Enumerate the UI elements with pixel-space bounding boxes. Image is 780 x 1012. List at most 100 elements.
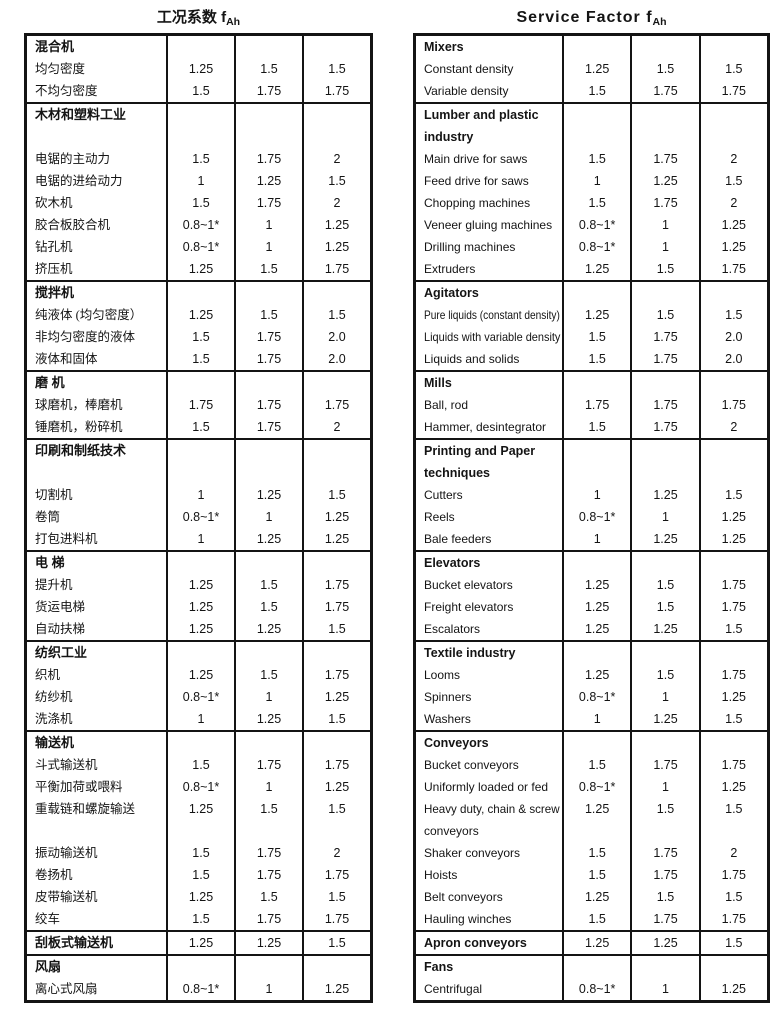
factor-value-cell — [630, 36, 698, 58]
factor-value-cell: 1.25 — [234, 708, 302, 730]
factor-value: 1.25 — [188, 668, 214, 682]
factor-value-cell: 2 — [698, 416, 767, 438]
factor-value: 1.25 — [188, 600, 214, 614]
factor-value: 1.25 — [721, 532, 746, 546]
factor-value: 1.75 — [324, 262, 350, 276]
factor-value-cell — [302, 956, 370, 978]
factor-value: 2 — [730, 420, 738, 434]
factor-value: 1.75 — [653, 196, 678, 210]
factor-value-cell — [698, 104, 767, 148]
row-label-text: Elevators — [424, 556, 481, 570]
factor-value: 1.75 — [256, 196, 282, 210]
section-header-row: 木材和塑料工业 — [27, 104, 370, 148]
factor-value-cell: 1.5 — [698, 304, 767, 326]
factor-value: 1.75 — [721, 262, 746, 276]
factor-value: 1.75 — [324, 668, 350, 682]
table-section: Lumber and plastic industry Main drive for… — [416, 102, 767, 280]
table-section: Mills Ball, rod 1.75 1.75 1.75 Hammer, desint… — [416, 370, 767, 438]
row-label-text: Agitators — [424, 286, 479, 300]
table-row: Feed drive for saws 1 1.25 1.5 — [416, 170, 767, 192]
factor-value: 1.5 — [588, 758, 606, 772]
factor-value-cell: 2.0 — [302, 348, 370, 370]
factor-value-cell: 1.75 — [698, 574, 767, 596]
factor-value-cell: 1.5 — [630, 58, 698, 80]
factor-value-cell: 0.8~1* — [562, 236, 630, 258]
factor-value: 1.5 — [328, 174, 346, 188]
factor-value-cell: 1.75 — [630, 842, 698, 864]
table-row: 挤压机 1.25 1.5 1.75 — [27, 258, 370, 280]
row-label: 搅拌机 — [27, 282, 166, 304]
factor-value: 1.75 — [324, 84, 350, 98]
row-label: Extruders — [416, 258, 562, 280]
factor-value: 1.25 — [324, 690, 350, 704]
factor-value: 1.25 — [324, 240, 350, 254]
row-label-text: 挤压机 — [35, 262, 73, 276]
factor-value-cell — [562, 642, 630, 664]
table-row: Spinners 0.8~1* 1 1.25 — [416, 686, 767, 708]
factor-value-cell — [302, 642, 370, 664]
factor-value: 1.5 — [656, 600, 675, 614]
row-label-text: 非均匀密度的液体 — [35, 330, 136, 344]
table-row: 非均匀密度的液体 1.5 1.75 2.0 — [27, 326, 370, 348]
row-label: 输送机 — [27, 732, 166, 754]
factor-value: 1.75 — [324, 600, 350, 614]
factor-value: 2.0 — [328, 352, 346, 366]
row-label-text: Conveyors — [424, 736, 489, 750]
factor-value: 1.25 — [721, 240, 746, 254]
section-header-row: 电 梯 — [27, 552, 370, 574]
factor-value-cell — [698, 956, 767, 978]
factor-value: 1.5 — [328, 308, 346, 322]
table-row: 电锯的主动力 1.5 1.75 2 — [27, 148, 370, 170]
factor-value: 1.75 — [653, 152, 678, 166]
factor-value-cell: 1.5 — [166, 842, 234, 864]
factor-value: 1.25 — [188, 578, 214, 592]
row-label: Bucket conveyors — [416, 754, 562, 776]
factor-value: 1.5 — [725, 712, 743, 726]
table-row: Bucket elevators 1.25 1.5 1.75 — [416, 574, 767, 596]
factor-value-cell: 1.75 — [698, 394, 767, 416]
table-section: 电 梯提升机 1.25 1.5 1.75 货运电梯 1.25 1.5 1.75 自动扶梯 1.25… — [27, 550, 370, 640]
row-label-text: 卷筒 — [35, 510, 61, 524]
row-label-text: Looms — [424, 668, 461, 682]
table-row: Liquids and solids 1.5 1.75 2.0 — [416, 348, 767, 370]
table-row: 绞车 1.5 1.75 1.75 — [27, 908, 370, 930]
factor-value: 1.25 — [324, 218, 350, 232]
row-label: 切割机 — [27, 484, 166, 506]
factor-value-cell: 1.5 — [166, 416, 234, 438]
factor-value: 1.25 — [256, 488, 282, 502]
factor-value: 1.5 — [725, 62, 743, 76]
factor-value-cell: 1 — [166, 528, 234, 550]
factor-value: 1.75 — [256, 868, 282, 882]
row-label-text: 切割机 — [35, 488, 73, 502]
factor-value: 1.25 — [653, 712, 678, 726]
factor-value-cell — [166, 956, 234, 978]
factor-value-cell: 1.5 — [166, 754, 234, 776]
factor-value-cell — [234, 104, 302, 148]
factor-value: 1.5 — [260, 308, 278, 322]
table-row: Bucket conveyors 1.5 1.75 1.75 — [416, 754, 767, 776]
factor-value-cell: 1.25 — [166, 58, 234, 80]
row-label: Drilling machines — [416, 236, 562, 258]
row-label-text: 印刷和制纸技术 — [35, 443, 127, 458]
factor-value: 1.75 — [256, 420, 282, 434]
factor-value-cell — [562, 36, 630, 58]
factor-value-cell: 1.5 — [166, 348, 234, 370]
factor-value-cell: 1 — [234, 236, 302, 258]
factor-table-zh: 混合机 均匀密度 1.25 1.5 1.5 不均匀密度 1.5 1.75 1.75 木材和塑料工业… — [24, 33, 373, 1003]
factor-value: 1.25 — [584, 600, 610, 614]
row-label-text: 搅拌机 — [35, 285, 75, 300]
row-label-text: Reels — [424, 510, 455, 524]
factor-value: 2 — [333, 196, 341, 210]
row-label: Centrifugal — [416, 978, 562, 1000]
factor-value-cell: 1.25 — [302, 528, 370, 550]
factor-value-cell: 1.5 — [166, 908, 234, 930]
row-label-text: 电锯的主动力 — [35, 152, 111, 166]
service-factor-table-chinese: 工况系数 fAh 混合机 均匀密度 1.25 1.5 1.5 不均匀密度 1.5 1.75 1.… — [24, 6, 373, 1003]
row-label-text: Hauling winches — [424, 912, 512, 926]
factor-value-cell — [166, 642, 234, 664]
factor-value-cell: 1.75 — [234, 348, 302, 370]
factor-value: 1.5 — [656, 62, 675, 76]
row-label: Looms — [416, 664, 562, 686]
row-label-text: 振动输送机 — [35, 846, 98, 860]
factor-value-cell: 1.5 — [698, 170, 767, 192]
